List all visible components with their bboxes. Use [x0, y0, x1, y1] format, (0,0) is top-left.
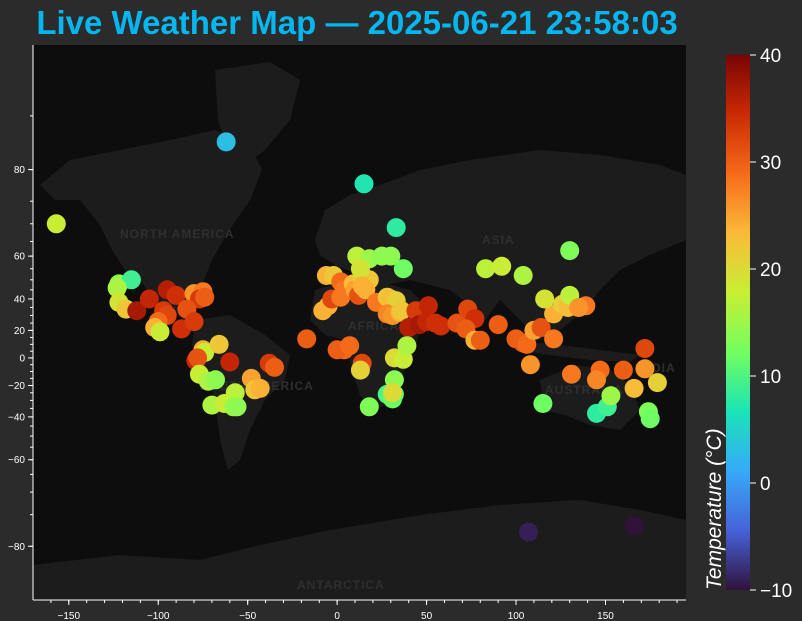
weather-point[interactable]	[635, 339, 655, 358]
x-tick-label: −150	[58, 611, 81, 621]
weather-point[interactable]	[350, 360, 370, 380]
weather-point[interactable]	[560, 241, 580, 261]
page-title: Live Weather Map — 2025-06-21 23:58:03	[36, 4, 678, 41]
x-tick-label: −100	[147, 611, 170, 621]
weather-point[interactable]	[519, 522, 539, 542]
weather-point[interactable]	[340, 336, 360, 356]
weather-point[interactable]	[350, 259, 370, 279]
y-tick-label: −80	[8, 542, 25, 553]
colorbar-tick-label: −10	[760, 581, 792, 602]
weather-point[interactable]	[624, 516, 644, 536]
weather-points	[46, 132, 667, 542]
weather-point[interactable]	[393, 259, 413, 279]
weather-point[interactable]	[431, 316, 451, 336]
weather-point[interactable]	[517, 334, 537, 354]
colorbar-ticks: 40 30 20 10 0 −10	[750, 46, 792, 602]
weather-point[interactable]	[520, 355, 540, 375]
eurasia-shape	[315, 150, 686, 340]
map-axes: 80 60 40 20 0 −20 −40 −60 −80 −150 −100 −50 0 50 100 1…	[8, 45, 686, 621]
weather-point[interactable]	[331, 287, 351, 307]
label-antarctica: ANTARCTICA	[297, 578, 385, 592]
y-tick-label: −60	[8, 455, 25, 466]
colorbar-label: Temperature (°C)	[703, 428, 726, 590]
weather-point[interactable]	[184, 312, 204, 332]
y-tick-label: −40	[8, 412, 25, 423]
colorbar-tick-label: 0	[760, 474, 771, 495]
weather-point[interactable]	[492, 256, 512, 276]
y-tick-label: 80	[14, 165, 26, 176]
greenland-shape	[215, 62, 300, 165]
y-tick-label: 20	[14, 326, 26, 337]
x-tick-label: 50	[421, 611, 433, 621]
weather-point[interactable]	[397, 336, 417, 356]
weather-point[interactable]	[635, 359, 655, 379]
y-tick-label: 40	[14, 294, 26, 305]
weather-point[interactable]	[470, 330, 490, 350]
weather-point[interactable]	[166, 285, 186, 305]
x-tick-label: 0	[334, 611, 340, 621]
weather-point[interactable]	[381, 246, 401, 266]
weather-point[interactable]	[533, 394, 553, 413]
y-tick-label: −20	[8, 381, 25, 392]
y-tick-label: 60	[14, 252, 26, 263]
weather-point[interactable]	[476, 259, 496, 279]
weather-point[interactable]	[220, 352, 240, 372]
weather-point[interactable]	[418, 296, 438, 316]
weather-point[interactable]	[513, 266, 533, 285]
colorbar-tick-label: 20	[760, 260, 781, 281]
australia-shape	[540, 365, 640, 430]
weather-point[interactable]	[107, 278, 127, 298]
weather-point[interactable]	[216, 132, 236, 152]
weather-point[interactable]	[188, 348, 208, 368]
weather-point[interactable]	[535, 289, 555, 309]
colorbar-tick-label: 40	[760, 46, 781, 67]
weather-point[interactable]	[46, 214, 66, 234]
indonesia-shape	[510, 340, 640, 362]
weather-point[interactable]	[150, 322, 170, 342]
weather-point[interactable]	[531, 318, 551, 337]
weather-point[interactable]	[383, 383, 403, 403]
weather-point[interactable]	[601, 386, 621, 406]
x-tick-label: 150	[597, 611, 614, 621]
weather-point[interactable]	[386, 218, 406, 238]
label-north-america: NORTH AMERICA	[120, 227, 235, 241]
weather-point[interactable]	[209, 334, 229, 354]
colorbar-tick-label: 10	[760, 367, 781, 388]
weather-point[interactable]	[587, 370, 606, 390]
y-ticks: 80 60 40 20 0 −20 −40 −60 −80	[8, 115, 33, 553]
weather-point[interactable]	[569, 298, 589, 317]
weather-point[interactable]	[195, 287, 215, 307]
weather-point[interactable]	[359, 397, 379, 417]
weather-point[interactable]	[624, 378, 644, 398]
weather-point[interactable]	[121, 270, 141, 290]
y-tick-label: 0	[19, 353, 25, 364]
weather-point[interactable]	[206, 370, 225, 390]
weather-point[interactable]	[265, 357, 284, 377]
weather-point[interactable]	[392, 301, 411, 321]
colorbar: 40 30 20 10 0 −10 Temperature (°C)	[703, 46, 792, 602]
x-tick-label: −50	[239, 611, 256, 621]
north-america-shape	[40, 130, 262, 305]
weather-point[interactable]	[640, 409, 660, 429]
colorbar-bar	[726, 55, 750, 590]
label-asia: ASIA	[482, 233, 515, 247]
weather-point[interactable]	[544, 329, 564, 349]
weather-point[interactable]	[227, 397, 247, 417]
weather-point[interactable]	[354, 174, 374, 194]
weather-point[interactable]	[250, 378, 270, 398]
weather-point[interactable]	[356, 280, 376, 300]
colorbar-tick-label: 30	[760, 153, 781, 174]
weather-point[interactable]	[613, 360, 633, 380]
weather-point[interactable]	[139, 289, 159, 309]
x-tick-label: 100	[508, 611, 525, 621]
weather-point[interactable]	[297, 329, 317, 349]
weather-point[interactable]	[488, 315, 508, 335]
weather-point[interactable]	[562, 364, 581, 384]
weather-point[interactable]	[127, 301, 147, 321]
weather-point[interactable]	[647, 373, 667, 393]
x-ticks: −150 −100 −50 0 50 100 150	[50, 600, 678, 621]
